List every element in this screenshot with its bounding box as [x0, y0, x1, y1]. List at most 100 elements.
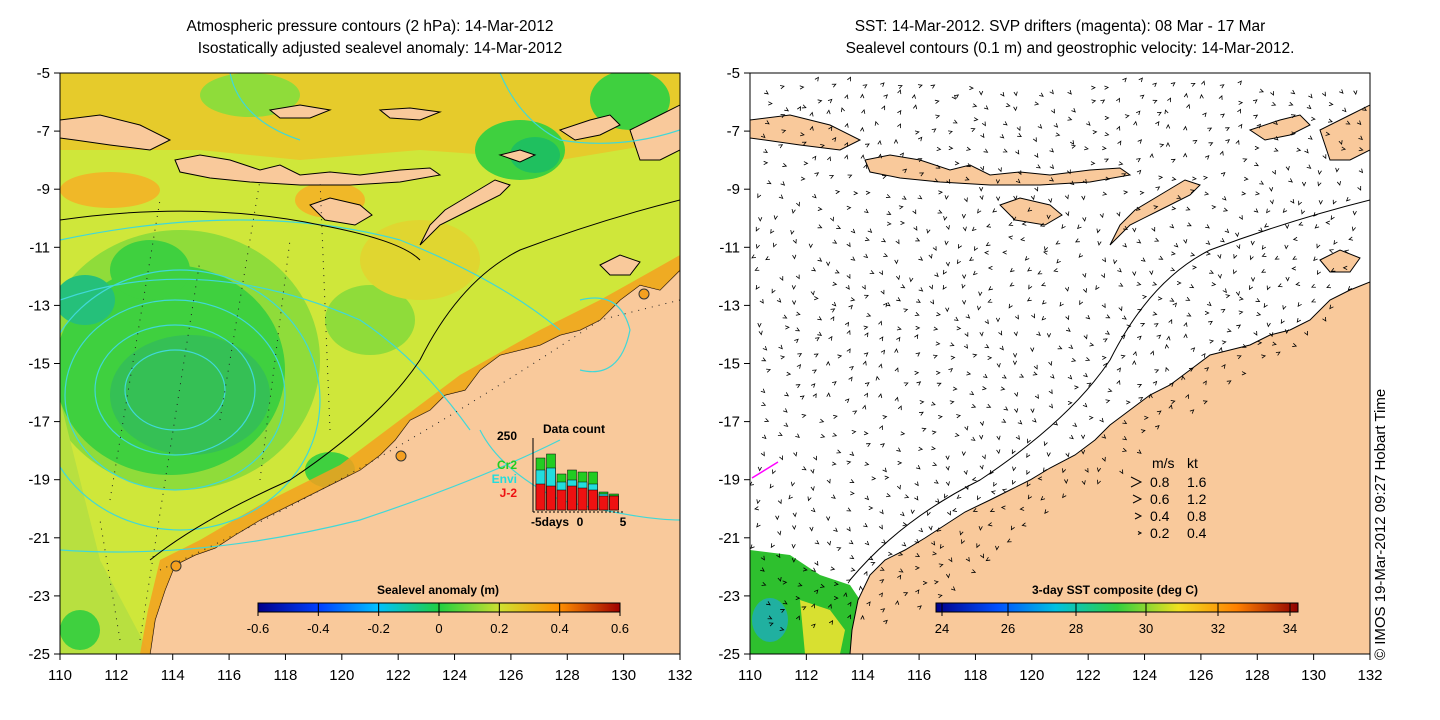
velocity-arrow [1222, 288, 1227, 294]
velocity-arrow [1344, 249, 1349, 254]
velocity-arrow [1204, 155, 1210, 160]
velocity-arrow [817, 206, 823, 211]
velocity-arrow [934, 99, 940, 104]
velocity-arrow [1183, 92, 1188, 98]
velocity-arrow [1013, 195, 1018, 201]
velocity-arrow [791, 558, 796, 563]
velocity-arrow [1117, 140, 1122, 146]
velocity-arrow [1237, 108, 1242, 114]
velocity-arrow [878, 393, 883, 399]
velocity-arrow [977, 495, 981, 501]
velocity-arrow [830, 308, 836, 313]
velocity-arrow [913, 104, 918, 110]
velocity-arrow [933, 479, 939, 484]
velocity-arrow [847, 174, 853, 179]
velocity-arrow [931, 430, 937, 435]
velocity-arrow [756, 522, 761, 528]
velocity-arrow [764, 418, 770, 422]
velocity-arrow [896, 326, 902, 331]
velocity-arrow [863, 392, 868, 398]
x-tick-label: 126 [498, 667, 523, 684]
velocity-arrow [795, 311, 801, 316]
velocity-arrow [863, 208, 869, 214]
velocity-arrow [1139, 190, 1145, 195]
velocity-arrow [1001, 488, 1007, 493]
velocity-arrow [810, 383, 816, 388]
velocity-arrow [926, 228, 931, 234]
velocity-arrow [846, 348, 851, 354]
velocity-arrow [1144, 415, 1149, 420]
velocity-arrow [1036, 164, 1041, 169]
velocity-arrow [1171, 206, 1177, 211]
velocity-arrow [1192, 139, 1198, 145]
inset-legend-j2: J-2 [500, 486, 518, 500]
velocity-arrow [883, 94, 889, 99]
x-tick-label: 120 [1019, 667, 1044, 684]
sst-colorbar: 3-day SST composite (deg C) 24 26 28 30 32 34 [935, 583, 1299, 636]
x-tick-label: 116 [217, 667, 241, 684]
velocity-arrow [1207, 127, 1213, 132]
x-tick-label: 112 [104, 667, 128, 684]
velocity-arrow [1069, 140, 1075, 145]
velocity-arrow [963, 470, 968, 476]
velocity-arrow [1190, 252, 1196, 257]
y-tick-label: -15 [28, 356, 50, 373]
velocity-arrow [1003, 406, 1009, 411]
velocity-arrow [969, 85, 974, 91]
velocity-arrow [1220, 171, 1226, 177]
velocity-arrow [795, 595, 801, 601]
velocity-key-header-ms: m/s [1152, 455, 1175, 471]
colorbar-tick-label: 32 [1211, 621, 1225, 636]
velocity-arrow [811, 603, 816, 609]
velocity-arrow [780, 181, 786, 186]
velocity-arrow [1168, 404, 1173, 410]
velocity-arrow [1185, 296, 1191, 301]
velocity-arrow [1050, 374, 1055, 379]
velocity-arrow [1225, 127, 1230, 132]
velocity-arrow [781, 129, 787, 134]
velocity-arrow [1348, 236, 1354, 241]
velocity-arrow [775, 515, 780, 521]
velocity-arrow [928, 525, 933, 531]
velocity-arrow [880, 82, 885, 87]
velocity-arrow [1258, 227, 1263, 233]
velocity-key: m/s kt 0.8 1.60.6 1.20.4 0.80.2 0.4 [1130, 455, 1207, 541]
velocity-arrow [782, 314, 788, 319]
velocity-arrow [1255, 191, 1260, 196]
velocity-arrow [783, 408, 788, 413]
velocity-arrow [948, 130, 953, 135]
velocity-arrow [902, 522, 908, 527]
velocity-arrow [1119, 469, 1124, 475]
velocity-arrow [1048, 403, 1054, 409]
inset-bar-j2 [535, 483, 546, 511]
velocity-key-ms: 0.2 [1150, 525, 1170, 541]
velocity-arrow [897, 460, 903, 466]
velocity-arrow [1139, 94, 1145, 99]
velocity-arrow [1183, 239, 1188, 244]
velocity-arrow [976, 543, 981, 549]
velocity-arrow [1086, 121, 1091, 126]
velocity-arrow [1253, 208, 1259, 213]
y-tick-label: -21 [28, 530, 50, 547]
inset-bar-j2 [567, 485, 577, 511]
velocity-arrow [1137, 139, 1143, 144]
velocity-arrow [1316, 270, 1321, 276]
velocity-arrow [879, 509, 884, 515]
velocity-arrow [770, 229, 775, 234]
velocity-arrow [979, 195, 984, 201]
velocity-arrow [1049, 89, 1054, 95]
velocity-arrow [817, 257, 823, 262]
x-tick-label: 124 [442, 667, 467, 684]
x-tick-label: 122 [1076, 667, 1101, 684]
velocity-arrow [895, 239, 900, 245]
colorbar-tick-label: 30 [1139, 621, 1153, 636]
velocity-arrow [972, 270, 978, 276]
velocity-arrow [1301, 209, 1306, 215]
velocity-arrow [782, 600, 788, 605]
velocity-arrow [1083, 334, 1088, 340]
velocity-arrow [979, 464, 984, 470]
velocity-arrow [1338, 140, 1343, 145]
velocity-arrow [1189, 409, 1195, 414]
velocity-arrow [832, 239, 838, 244]
velocity-arrow [1017, 420, 1023, 425]
